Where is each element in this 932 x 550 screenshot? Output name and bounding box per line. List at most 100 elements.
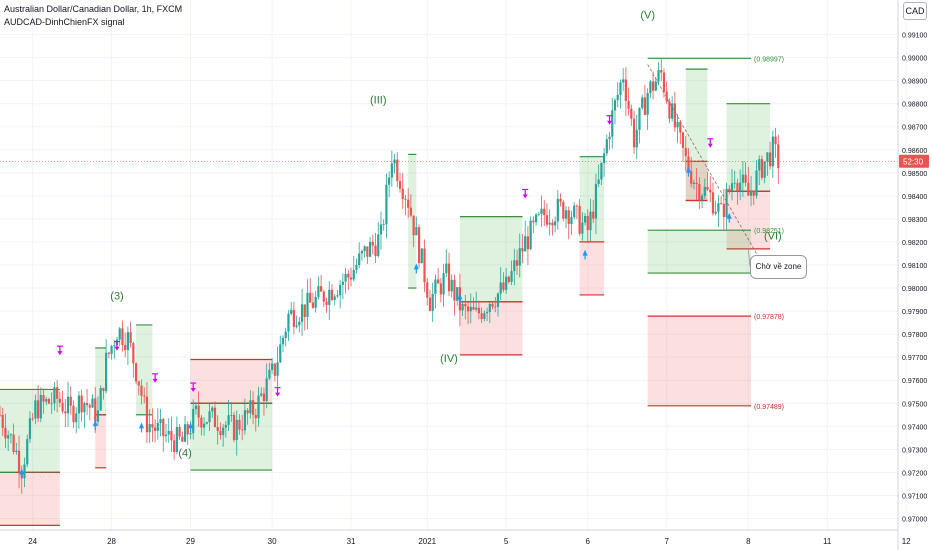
candle-body: [262, 393, 266, 401]
candle-body: [183, 424, 187, 442]
candle-body: [739, 182, 742, 191]
candle-body: [423, 248, 426, 283]
candle-body: [562, 201, 565, 219]
candle-body: [298, 321, 301, 326]
candle-body: [189, 433, 192, 435]
y-tick-label: 0.98200: [902, 240, 927, 247]
candle-body: [439, 283, 442, 295]
candle-body: [85, 402, 89, 406]
candle-body: [774, 136, 777, 145]
candle-body: [518, 248, 521, 266]
candle-body: [145, 396, 149, 433]
candle-body: [728, 188, 731, 191]
candle-body: [374, 245, 377, 257]
candle-body: [624, 79, 627, 101]
candle-body: [156, 422, 159, 431]
candle-body: [64, 411, 67, 414]
candle-body: [578, 205, 581, 234]
candle-body: [99, 387, 102, 411]
candle-body: [684, 147, 687, 157]
currency-button[interactable]: CAD: [903, 2, 927, 20]
candle-body: [513, 260, 516, 272]
candle-body: [573, 205, 576, 218]
candle-body: [575, 205, 578, 207]
candle-body: [632, 118, 636, 148]
candle-body: [200, 417, 203, 428]
candle-body: [450, 279, 453, 292]
candle-body: [499, 282, 502, 294]
candle-body: [211, 407, 214, 412]
signal-arrows: [19, 115, 732, 479]
candle-body: [437, 279, 440, 284]
candle-body: [398, 181, 402, 189]
candle-body: [235, 419, 238, 441]
candle-body: [404, 198, 407, 200]
candle-body: [396, 159, 399, 182]
candle-body: [690, 171, 693, 184]
candle-body: [703, 186, 706, 196]
candle-body: [107, 352, 110, 354]
candle-body: [401, 188, 404, 199]
candle-body: [532, 220, 535, 223]
zone-callout: Chờ về zone: [750, 255, 807, 279]
candle-body: [556, 198, 559, 222]
candle-body: [151, 424, 154, 428]
candle-body: [281, 337, 285, 345]
candle-body: [681, 132, 685, 148]
y-tick-label: 0.98400: [902, 194, 927, 201]
zone-price-label: (0.97878): [754, 314, 784, 321]
candle-body: [0, 414, 2, 416]
candle-body: [466, 306, 470, 312]
candle-body: [317, 286, 320, 297]
candle-body: [464, 303, 467, 307]
candle-body: [692, 182, 696, 184]
zone-box: [136, 324, 153, 415]
candle-body: [105, 352, 108, 392]
candle-body: [292, 309, 295, 327]
candle-body: [749, 190, 753, 196]
x-tick-label: 28: [107, 537, 116, 546]
candle-body: [662, 72, 666, 92]
candle-body: [567, 210, 570, 225]
candle-body: [469, 306, 472, 312]
candle-body: [390, 163, 393, 178]
sell-arrow: [522, 194, 528, 199]
candle-body: [777, 144, 780, 169]
candle-body: [554, 221, 557, 226]
zone-box: [95, 414, 107, 468]
candle-body: [442, 273, 445, 295]
candle-body: [551, 222, 554, 226]
buy-arrow: [685, 166, 691, 173]
candle-body: [178, 427, 181, 437]
candle-body: [763, 161, 766, 178]
candle-body: [257, 395, 260, 419]
buy-arrow: [726, 212, 732, 219]
candle-body: [243, 410, 247, 431]
candle-body: [570, 217, 573, 225]
candle-body: [635, 129, 638, 148]
candle-body: [148, 424, 151, 433]
y-tick-label: 0.98700: [902, 125, 927, 132]
candle-body: [213, 407, 217, 428]
candle-body: [192, 409, 195, 434]
candle-body: [4, 427, 7, 439]
candle-body: [31, 418, 34, 420]
zone-price-label: (0.97489): [754, 404, 784, 411]
sell-arrow: [114, 346, 120, 351]
candle-body: [638, 107, 641, 130]
candle-body: [230, 414, 233, 416]
candle-body: [339, 284, 342, 296]
candle-body: [586, 215, 589, 231]
y-tick-label: 0.98500: [902, 171, 927, 178]
candle-body: [159, 419, 162, 423]
candle-body: [477, 307, 481, 314]
candle-body: [45, 399, 48, 402]
x-tick-label: 2021: [418, 537, 436, 546]
y-tick-label: 0.98300: [902, 217, 927, 224]
zone-box: [408, 154, 417, 289]
x-tick-label: 11: [823, 537, 832, 546]
candle-body: [241, 429, 244, 431]
candle-body: [646, 92, 649, 115]
indicator-name: AUDCAD-DinhChienFX signal: [4, 17, 125, 27]
